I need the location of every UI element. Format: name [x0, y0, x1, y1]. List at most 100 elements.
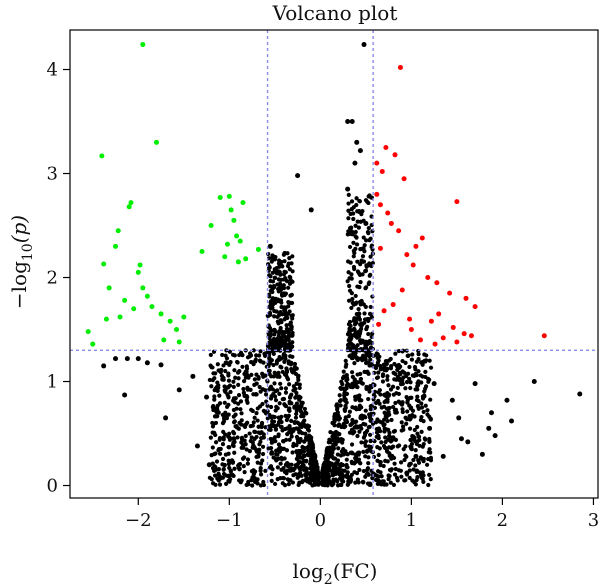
- data-point: [408, 444, 413, 449]
- data-point: [295, 461, 301, 467]
- data-point: [239, 411, 244, 416]
- data-point: [213, 440, 219, 445]
- data-point: [336, 446, 341, 451]
- data-point: [407, 316, 413, 322]
- data-point: [358, 261, 363, 267]
- data-point: [349, 450, 354, 455]
- data-point: [298, 409, 304, 414]
- data-point: [275, 477, 280, 482]
- data-point: [343, 397, 348, 402]
- data-point: [377, 388, 382, 393]
- data-point: [305, 445, 310, 450]
- data-point: [368, 438, 373, 444]
- data-point: [291, 427, 296, 432]
- data-point: [416, 369, 421, 374]
- data-point: [357, 467, 362, 473]
- data-point: [208, 352, 213, 358]
- y-axis-label-subscript: 10: [20, 243, 36, 261]
- data-point: [273, 389, 278, 394]
- data-point: [289, 462, 294, 467]
- data-point: [387, 405, 392, 411]
- data-point: [281, 353, 286, 358]
- data-point: [339, 449, 344, 454]
- data-point: [90, 341, 96, 347]
- data-point: [226, 412, 231, 417]
- data-point: [400, 401, 405, 406]
- data-point: [385, 418, 390, 424]
- data-point: [425, 275, 431, 281]
- data-point: [419, 235, 425, 241]
- data-point: [153, 139, 159, 145]
- data-point: [286, 413, 291, 418]
- data-point: [258, 483, 264, 488]
- data-point: [278, 461, 283, 466]
- data-point: [249, 478, 254, 483]
- data-point: [355, 219, 360, 224]
- data-point: [383, 435, 388, 440]
- data-point: [388, 220, 394, 226]
- data-point: [277, 391, 282, 396]
- x-tick-label: 0: [315, 510, 326, 531]
- data-point: [367, 447, 372, 452]
- data-point: [387, 433, 392, 439]
- data-point: [276, 258, 282, 263]
- data-point: [232, 353, 237, 358]
- data-point: [288, 394, 293, 399]
- data-point: [233, 375, 238, 380]
- data-point: [351, 302, 356, 307]
- data-point: [387, 452, 392, 457]
- data-point: [252, 382, 257, 387]
- data-point: [247, 449, 252, 454]
- data-point: [472, 304, 478, 310]
- data-point: [336, 417, 341, 422]
- series-down: [85, 42, 261, 347]
- data-point: [415, 394, 420, 399]
- data-point: [296, 421, 301, 426]
- data-point: [282, 402, 287, 407]
- x-axis-label: log2(FC): [293, 559, 378, 586]
- data-point: [275, 314, 280, 320]
- data-point: [407, 403, 412, 408]
- data-point: [149, 304, 155, 310]
- data-point: [312, 458, 317, 463]
- data-point: [352, 470, 357, 475]
- data-point: [337, 423, 342, 428]
- series-ns: [101, 42, 583, 476]
- data-point: [408, 395, 413, 400]
- data-point: [343, 449, 348, 454]
- data-point: [375, 352, 380, 357]
- data-point: [335, 452, 340, 457]
- data-point: [355, 384, 360, 390]
- data-point: [206, 462, 212, 468]
- data-point: [247, 351, 253, 356]
- data-point: [364, 352, 369, 358]
- data-point: [399, 474, 404, 479]
- y-tick-label: 3: [47, 164, 58, 185]
- data-point: [367, 273, 372, 278]
- data-point: [278, 336, 283, 341]
- data-point: [248, 387, 253, 392]
- y-axis-label-suffix: (p): [7, 215, 31, 243]
- data-point: [333, 431, 338, 437]
- data-point: [363, 220, 369, 226]
- data-point: [199, 249, 205, 255]
- data-point: [348, 422, 353, 428]
- data-point: [346, 201, 351, 206]
- data-point: [269, 374, 274, 379]
- series-up: [374, 64, 547, 347]
- data-point: [354, 242, 360, 247]
- data-point: [293, 395, 298, 400]
- data-point: [294, 401, 300, 406]
- data-point: [332, 417, 337, 422]
- data-point: [254, 447, 259, 453]
- data-point: [254, 411, 259, 416]
- data-point: [407, 364, 412, 370]
- data-point: [270, 279, 276, 284]
- plot-frame: [69, 29, 599, 499]
- data-point: [358, 404, 363, 410]
- data-point: [363, 286, 368, 291]
- data-point: [267, 335, 272, 340]
- data-point: [479, 451, 485, 457]
- data-point: [390, 384, 396, 389]
- data-point: [415, 474, 420, 480]
